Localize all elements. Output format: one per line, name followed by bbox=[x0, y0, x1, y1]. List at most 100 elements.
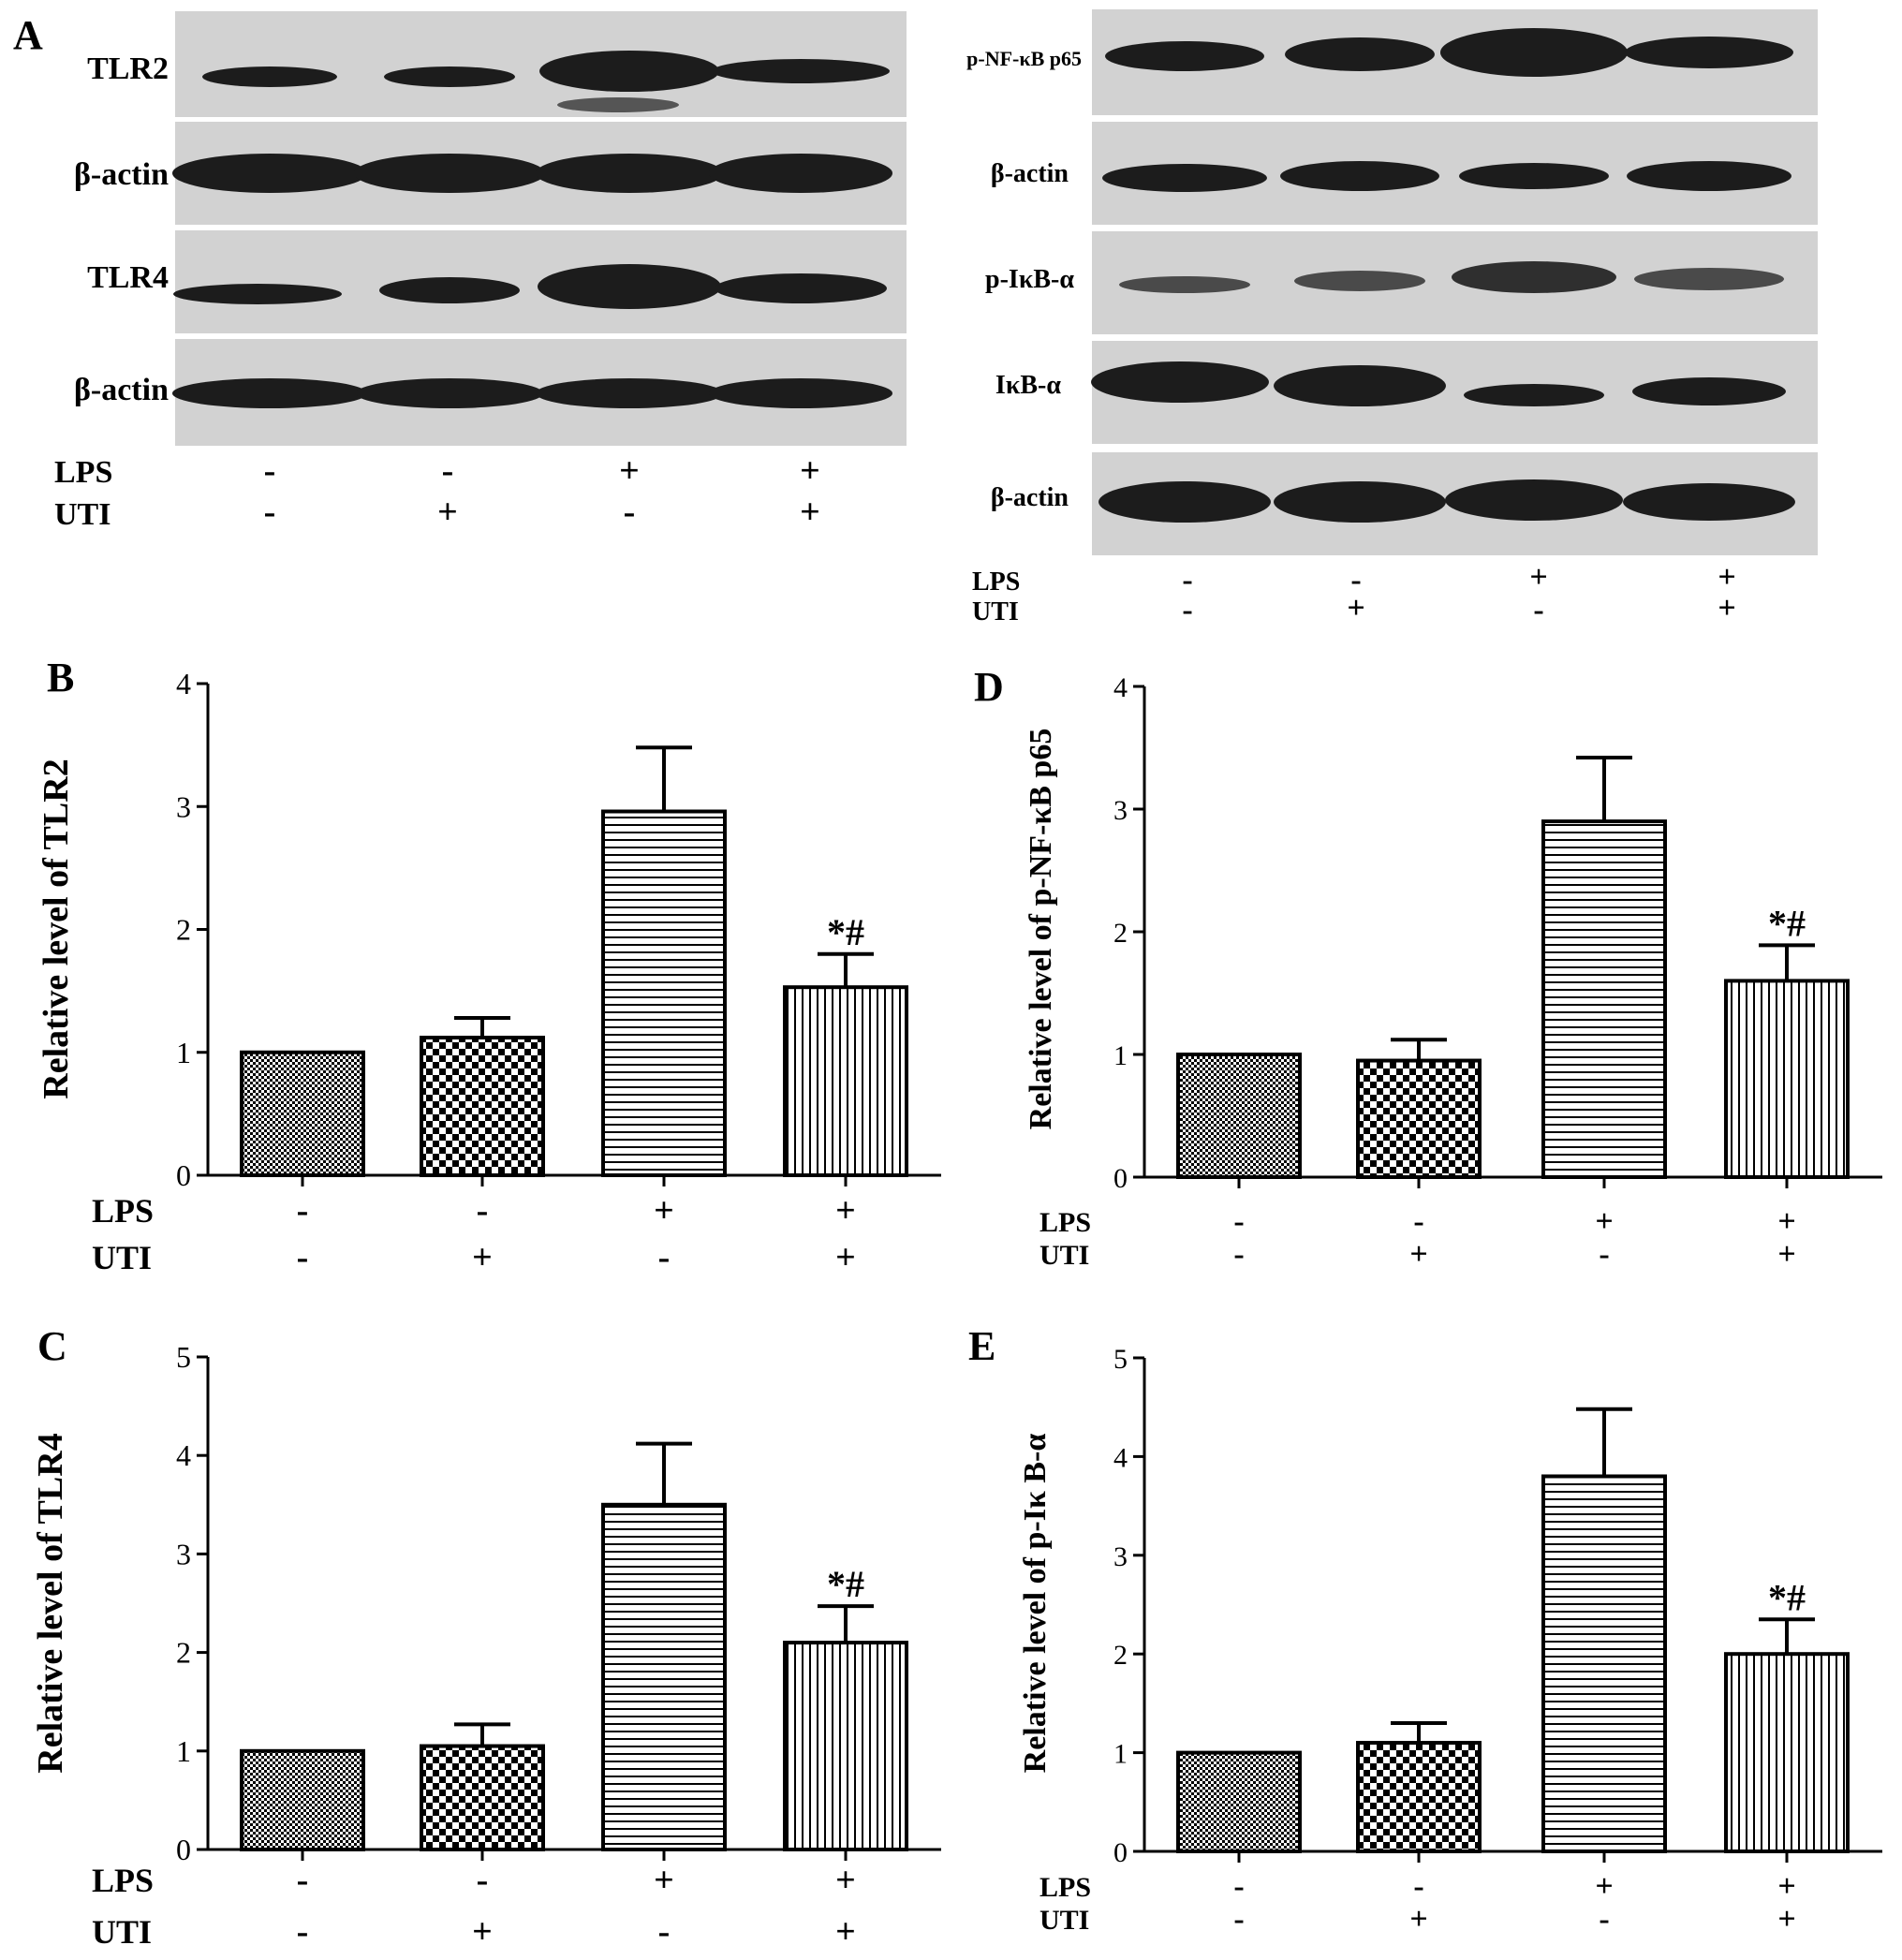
y-tick-label-c: 4 bbox=[176, 1438, 191, 1472]
y-tick-label-c: 5 bbox=[176, 1340, 191, 1374]
y-axis-title-e: Relative level of p-Iκ B-α bbox=[1018, 1434, 1053, 1774]
significance-mark-d: *# bbox=[1768, 902, 1806, 944]
y-tick-label-e: 3 bbox=[1113, 1541, 1128, 1572]
lps-sign: - bbox=[1182, 563, 1193, 597]
blot-label-actin-1: β-actin bbox=[73, 157, 169, 192]
bar-b bbox=[420, 1036, 545, 1177]
y-tick-label-b: 4 bbox=[176, 667, 191, 700]
uti-label-a-right: UTI bbox=[972, 597, 1019, 626]
uti-sign-b: + bbox=[835, 1238, 856, 1277]
lps-label-d: LPS bbox=[1039, 1207, 1091, 1238]
lps-sign-d: + bbox=[1777, 1204, 1795, 1239]
lps-sign: + bbox=[619, 451, 640, 491]
lps-sign: + bbox=[1529, 560, 1548, 595]
uti-label-a-left: UTI bbox=[54, 497, 111, 532]
lps-sign-b: - bbox=[477, 1191, 489, 1231]
y-tick-label-b: 1 bbox=[176, 1036, 191, 1069]
y-tick-label-d: 1 bbox=[1113, 1040, 1128, 1071]
bar-e bbox=[1724, 1652, 1850, 1853]
bar-c bbox=[601, 1502, 727, 1852]
y-tick-label-b: 2 bbox=[176, 913, 191, 947]
uti-sign-b: - bbox=[658, 1238, 671, 1277]
y-tick-label-d: 3 bbox=[1113, 795, 1128, 826]
bar-b bbox=[601, 809, 727, 1177]
lps-sign: - bbox=[1350, 563, 1362, 597]
uti-sign-e: + bbox=[1777, 1902, 1795, 1937]
lps-sign-b: + bbox=[654, 1191, 674, 1231]
panel-label-d: D bbox=[974, 664, 1004, 710]
uti-label-b: UTI bbox=[92, 1239, 152, 1276]
lps-sign: + bbox=[1718, 560, 1736, 595]
bar-b bbox=[240, 1050, 365, 1177]
lps-sign-e: + bbox=[1595, 1869, 1613, 1904]
y-tick-label-b: 0 bbox=[176, 1158, 191, 1192]
lps-sign-d: - bbox=[1233, 1204, 1244, 1239]
uti-sign-e: - bbox=[1599, 1902, 1609, 1937]
uti-sign-b: - bbox=[297, 1238, 309, 1277]
uti-sign: + bbox=[1718, 591, 1736, 626]
y-tick-label-e: 1 bbox=[1113, 1739, 1128, 1770]
uti-sign: - bbox=[623, 493, 636, 532]
uti-sign-e: + bbox=[1409, 1902, 1427, 1937]
bar-d bbox=[1356, 1058, 1482, 1180]
significance-mark-b: *# bbox=[827, 911, 864, 953]
panel-label-b: B bbox=[47, 655, 75, 700]
uti-sign-d: - bbox=[1599, 1237, 1609, 1272]
uti-label-c: UTI bbox=[92, 1913, 152, 1951]
y-tick-label-c: 2 bbox=[176, 1636, 191, 1670]
lps-sign-b: - bbox=[297, 1191, 309, 1231]
y-tick-label-e: 2 bbox=[1113, 1640, 1128, 1671]
lps-label-b: LPS bbox=[92, 1192, 154, 1230]
lps-label-a-right: LPS bbox=[972, 567, 1021, 597]
blot-label-ikba: IκB-α bbox=[995, 371, 1061, 400]
y-tick-label-d: 2 bbox=[1113, 918, 1128, 949]
y-tick-label-e: 0 bbox=[1113, 1837, 1128, 1868]
blot-label-p-nfkb: p-NF-κB p65 bbox=[966, 47, 1082, 70]
uti-sign-b: + bbox=[472, 1238, 493, 1277]
uti-sign-c: + bbox=[835, 1912, 856, 1952]
uti-sign-c: - bbox=[297, 1912, 309, 1952]
uti-sign: - bbox=[263, 493, 276, 532]
y-tick-label-e: 5 bbox=[1113, 1344, 1128, 1375]
uti-sign: + bbox=[800, 493, 820, 532]
lps-sign: - bbox=[441, 451, 454, 491]
bar-d bbox=[1724, 979, 1850, 1180]
y-tick-label-d: 0 bbox=[1113, 1163, 1128, 1194]
lps-sign-e: - bbox=[1233, 1869, 1244, 1904]
uti-sign-d: + bbox=[1777, 1237, 1795, 1272]
lps-sign-d: + bbox=[1595, 1204, 1613, 1239]
panel-label-c: C bbox=[37, 1323, 67, 1369]
lps-sign-c: + bbox=[654, 1861, 674, 1900]
y-tick-label-c: 1 bbox=[176, 1734, 191, 1768]
panel-label-e: E bbox=[968, 1323, 996, 1369]
blot-label-actin-4: β-actin bbox=[990, 483, 1069, 512]
uti-sign-c: - bbox=[658, 1912, 671, 1952]
blot-label-actin-2: β-actin bbox=[73, 373, 169, 407]
uti-sign: + bbox=[1347, 591, 1365, 626]
uti-sign-d: - bbox=[1233, 1237, 1244, 1272]
y-tick-label-c: 0 bbox=[176, 1833, 191, 1866]
lps-label-e: LPS bbox=[1039, 1872, 1091, 1903]
y-tick-label-b: 3 bbox=[176, 789, 191, 823]
blot-label-tlr4: TLR4 bbox=[87, 260, 169, 295]
bar-c bbox=[783, 1641, 908, 1851]
bar-d bbox=[1176, 1053, 1302, 1179]
y-tick-label-d: 4 bbox=[1113, 672, 1128, 703]
lps-sign: + bbox=[800, 451, 820, 491]
lps-sign-c: + bbox=[835, 1861, 856, 1900]
panel-label-a: A bbox=[13, 12, 43, 58]
uti-sign-e: - bbox=[1233, 1902, 1244, 1937]
y-tick-label-c: 3 bbox=[176, 1537, 191, 1570]
lps-label-a-left: LPS bbox=[54, 455, 113, 490]
blot-label-tlr2: TLR2 bbox=[87, 52, 169, 86]
blot-bands-right bbox=[1091, 28, 1795, 523]
y-axis-title-d: Relative level of p-NF-κB p65 bbox=[1024, 729, 1058, 1130]
bar-b bbox=[783, 985, 908, 1177]
lps-sign-c: - bbox=[297, 1861, 309, 1900]
lps-sign-c: - bbox=[477, 1861, 489, 1900]
lps-sign-d: - bbox=[1413, 1204, 1423, 1239]
y-axis-title-b: Relative level of TLR2 bbox=[37, 759, 76, 1098]
uti-label-d: UTI bbox=[1039, 1240, 1089, 1271]
uti-sign: - bbox=[1533, 593, 1544, 627]
lps-label-c: LPS bbox=[92, 1862, 154, 1899]
